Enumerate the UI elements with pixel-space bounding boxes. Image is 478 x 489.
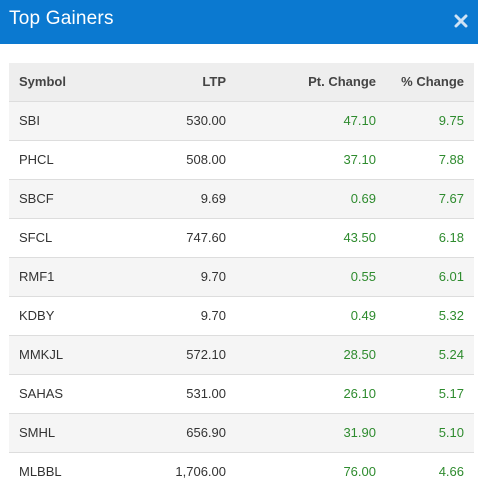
ltp-cell: 508.00	[124, 140, 236, 180]
symbol-cell: SBI	[9, 101, 124, 141]
symbol-cell: SFCL	[9, 218, 124, 258]
symbol-cell: SBCF	[9, 179, 124, 219]
table-header-row: Symbol LTP Pt. Change % Change	[9, 63, 474, 102]
column-header-pt-change[interactable]: Pt. Change	[236, 63, 386, 102]
pct-change-cell: 5.10	[386, 413, 474, 453]
pt-change-cell: 0.69	[236, 179, 386, 219]
pct-change-cell: 7.88	[386, 140, 474, 180]
table-row[interactable]: SBCF 9.69 0.69 7.67	[9, 179, 474, 219]
table-body: SBI 530.00 47.10 9.75 PHCL 508.00 37.10 7.88 SBC…	[9, 101, 474, 489]
pct-change-cell: 6.18	[386, 218, 474, 258]
modal-header: Top Gainers	[0, 0, 478, 44]
ltp-cell: 1,706.00	[124, 452, 236, 489]
modal-body: Symbol LTP Pt. Change % Change SBI 530.00…	[0, 44, 478, 489]
symbol-cell: RMF1	[9, 257, 124, 297]
pt-change-cell: 31.90	[236, 413, 386, 453]
column-header-ltp[interactable]: LTP	[124, 63, 236, 102]
ltp-cell: 656.90	[124, 413, 236, 453]
pct-change-cell: 5.17	[386, 374, 474, 414]
pt-change-cell: 43.50	[236, 218, 386, 258]
ltp-cell: 531.00	[124, 374, 236, 414]
table-header: Symbol LTP Pt. Change % Change	[9, 63, 474, 102]
ltp-cell: 747.60	[124, 218, 236, 258]
pct-change-cell: 9.75	[386, 101, 474, 141]
ltp-cell: 9.69	[124, 179, 236, 219]
table-row[interactable]: SAHAS 531.00 26.10 5.17	[9, 374, 474, 414]
symbol-cell: PHCL	[9, 140, 124, 180]
table-row[interactable]: MMKJL 572.10 28.50 5.24	[9, 335, 474, 375]
modal-title: Top Gainers	[9, 8, 114, 29]
table-row[interactable]: SBI 530.00 47.10 9.75	[9, 101, 474, 141]
table-row[interactable]: RMF1 9.70 0.55 6.01	[9, 257, 474, 297]
ltp-cell: 9.70	[124, 296, 236, 336]
pct-change-cell: 5.32	[386, 296, 474, 336]
pt-change-cell: 47.10	[236, 101, 386, 141]
close-icon	[454, 14, 468, 28]
pct-change-cell: 7.67	[386, 179, 474, 219]
ltp-cell: 572.10	[124, 335, 236, 375]
ltp-cell: 9.70	[124, 257, 236, 297]
pt-change-cell: 0.49	[236, 296, 386, 336]
pt-change-cell: 28.50	[236, 335, 386, 375]
pct-change-cell: 4.66	[386, 452, 474, 489]
symbol-cell: SMHL	[9, 413, 124, 453]
pt-change-cell: 76.00	[236, 452, 386, 489]
symbol-cell: KDBY	[9, 296, 124, 336]
pct-change-cell: 5.24	[386, 335, 474, 375]
table-row[interactable]: PHCL 508.00 37.10 7.88	[9, 140, 474, 180]
gainers-table: Symbol LTP Pt. Change % Change SBI 530.00…	[9, 63, 474, 489]
table-row[interactable]: SFCL 747.60 43.50 6.18	[9, 218, 474, 258]
symbol-cell: SAHAS	[9, 374, 124, 414]
table-row[interactable]: SMHL 656.90 31.90 5.10	[9, 413, 474, 453]
symbol-cell: MMKJL	[9, 335, 124, 375]
symbol-cell: MLBBL	[9, 452, 124, 489]
pt-change-cell: 26.10	[236, 374, 386, 414]
pt-change-cell: 0.55	[236, 257, 386, 297]
pct-change-cell: 6.01	[386, 257, 474, 297]
table-row[interactable]: KDBY 9.70 0.49 5.32	[9, 296, 474, 336]
close-button[interactable]	[452, 12, 470, 30]
table-row[interactable]: MLBBL 1,706.00 76.00 4.66	[9, 452, 474, 489]
column-header-pct-change[interactable]: % Change	[386, 63, 474, 102]
pt-change-cell: 37.10	[236, 140, 386, 180]
ltp-cell: 530.00	[124, 101, 236, 141]
column-header-symbol[interactable]: Symbol	[9, 63, 124, 102]
